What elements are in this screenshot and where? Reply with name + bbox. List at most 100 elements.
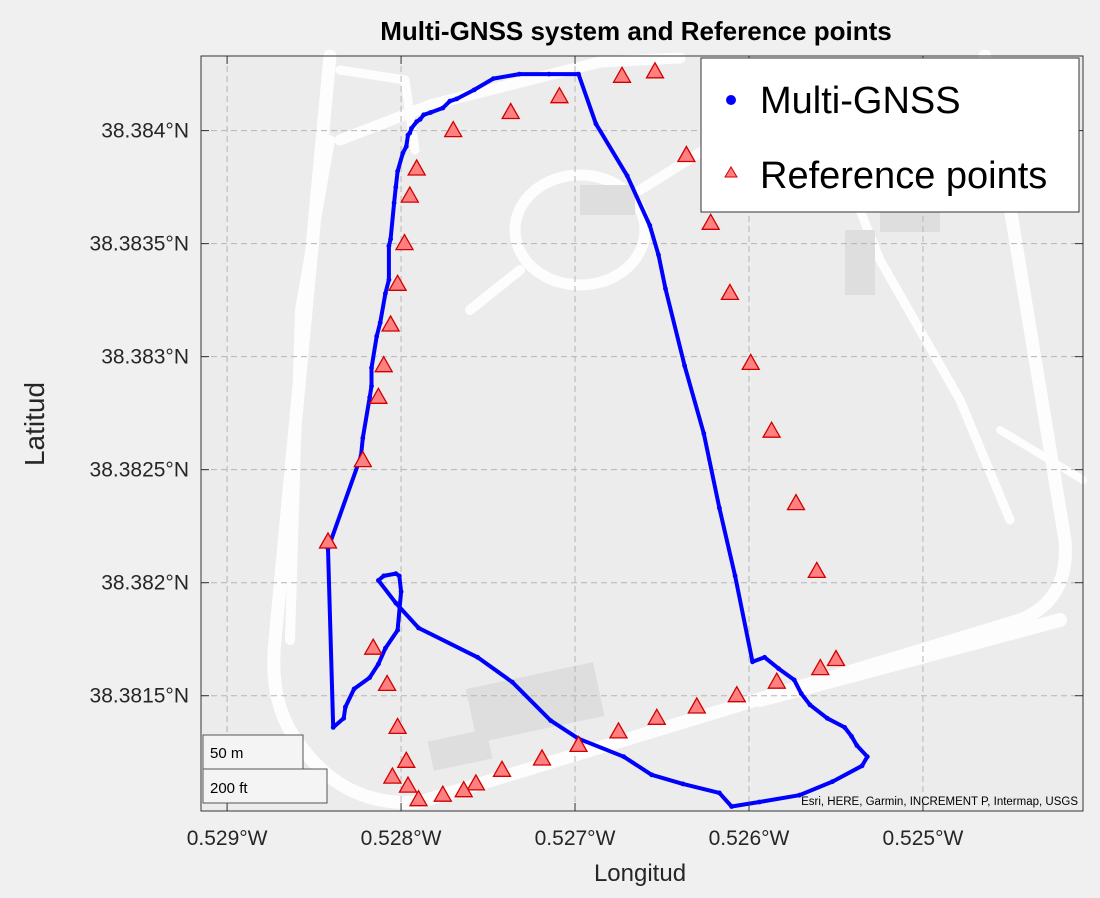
multi-gnss-point — [396, 573, 402, 579]
y-tick-label: 38.383°N — [101, 346, 189, 369]
reference-point — [408, 789, 429, 807]
multi-gnss-point — [395, 627, 400, 633]
legend[interactable]: Multi-GNSS Reference points — [700, 57, 1080, 213]
reference-point — [761, 420, 782, 438]
multi-gnss-point — [388, 236, 393, 242]
basemap-building — [427, 729, 493, 771]
basemap-roads — [267, 49, 1087, 810]
multi-gnss-point — [376, 661, 381, 667]
multi-gnss-point — [395, 168, 400, 174]
chart-title: Multi-GNSS system and Reference points — [380, 16, 891, 46]
multi-gnss-point — [798, 691, 804, 696]
reference-point — [394, 233, 415, 251]
reference-point — [454, 780, 474, 798]
reference-point — [810, 658, 830, 676]
multi-gnss-point — [649, 772, 654, 778]
multi-gnss-point — [369, 383, 374, 389]
multi-gnss-point — [807, 702, 813, 708]
multi-gnss-point — [624, 173, 630, 179]
multi-gnss-point — [454, 96, 460, 102]
reference-point — [492, 759, 512, 777]
reference-point — [501, 102, 521, 120]
reference-point — [568, 735, 589, 753]
multi-gnss-point — [621, 754, 627, 760]
y-tick-label: 38.382°N — [101, 572, 189, 595]
multi-gnss-point — [471, 87, 477, 93]
multi-gnss-point — [776, 666, 781, 671]
scale-bar-metric-label: 50 m — [210, 745, 243, 762]
basemap-building — [580, 185, 635, 215]
reference-point — [786, 493, 806, 511]
reference-point — [400, 185, 420, 203]
reference-point — [767, 671, 787, 689]
multi-gnss-point — [762, 654, 767, 660]
reference-point — [368, 386, 389, 404]
y-axis-label: Latitud — [19, 382, 50, 466]
multi-gnss-point — [475, 654, 480, 660]
scale-bar-box-metric — [202, 734, 304, 770]
reference-point — [363, 637, 383, 655]
reference-point — [741, 353, 761, 371]
multi-gnss-point — [791, 677, 797, 683]
basemap-roundabout — [509, 169, 651, 291]
x-tick-label: 0.527°W — [535, 827, 616, 850]
multi-gnss-point — [414, 119, 420, 124]
multi-gnss-point — [330, 725, 336, 730]
multi-gnss-point — [824, 715, 830, 721]
multi-gnss-point — [393, 571, 399, 576]
multi-gnss-point — [593, 121, 599, 127]
reference-point — [532, 748, 552, 766]
reference-point — [645, 61, 665, 79]
multi-gnss-point — [360, 435, 366, 441]
multi-gnss-point — [849, 734, 854, 739]
multi-gnss-point — [842, 725, 848, 730]
multi-gnss-point — [383, 291, 388, 296]
basemap-road-west-connector — [285, 135, 335, 645]
reference-point — [374, 355, 394, 373]
reference-point — [727, 685, 747, 703]
legend-label-multi-gnss: Multi-GNSS — [760, 80, 961, 122]
multi-gnss-point — [830, 779, 835, 784]
scale-bar-box-imperial — [202, 768, 328, 804]
multi-gnss-point — [510, 679, 515, 685]
multi-gnss-point — [381, 573, 387, 579]
multi-gnss-point — [864, 754, 870, 760]
y-tick-label: 38.3815°N — [90, 685, 189, 708]
reference-point — [398, 775, 418, 793]
multi-gnss-point — [546, 71, 552, 77]
x-tick-label: 0.525°W — [883, 827, 964, 850]
reference-point — [701, 212, 721, 230]
multi-gnss-point — [859, 763, 865, 769]
reference-point — [353, 450, 373, 468]
x-axis-label: Longitud — [594, 860, 686, 887]
reference-point — [380, 314, 401, 332]
reference-point — [387, 717, 408, 735]
reference-point — [612, 65, 632, 83]
multi-gnss-point — [391, 200, 397, 206]
reference-point — [387, 273, 408, 291]
multi-gnss-point — [374, 333, 380, 339]
multi-gnss-point — [854, 743, 860, 748]
multi-gnss-point — [428, 110, 433, 115]
multi-gnss-point — [656, 252, 661, 258]
multi-gnss-point — [447, 98, 453, 104]
reference-point — [687, 696, 707, 714]
multi-gnss-point — [351, 686, 357, 692]
reference-point — [407, 158, 427, 176]
y-axis: 38.3815°N 38.382°N 38.3825°N 38.383°N 38.383… — [90, 120, 1083, 708]
x-tick-label: 0.528°W — [361, 827, 442, 850]
x-axis: 0.529°W 0.528°W 0.527°W 0.526°W 0.525°W — [187, 56, 964, 850]
multi-gnss-point — [490, 76, 496, 81]
reference-point — [382, 766, 403, 784]
multi-gnss-point — [548, 718, 554, 723]
basemap-road-southeast — [753, 613, 1067, 707]
multi-gnss-point — [701, 431, 707, 436]
multi-gnss-point — [403, 144, 409, 149]
multi-gnss-point — [417, 116, 423, 122]
multi-gnss-point — [750, 659, 755, 665]
reference-point — [396, 750, 416, 768]
reference-point — [826, 649, 846, 667]
multi-gnss-point — [341, 715, 347, 721]
multi-gnss-point — [367, 675, 373, 680]
